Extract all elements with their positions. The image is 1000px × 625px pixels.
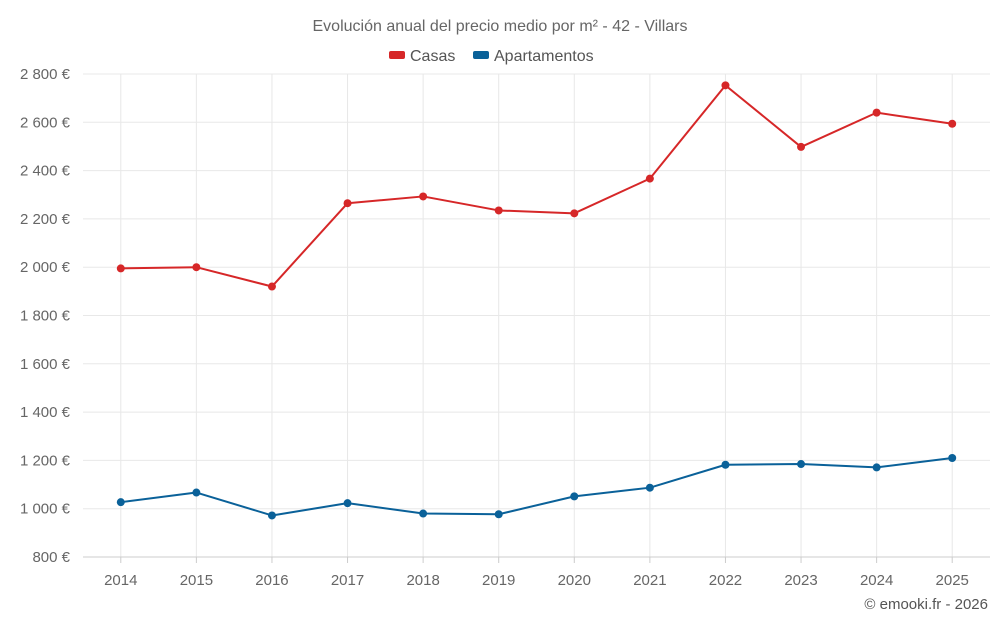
data-point-casas-2019[interactable] bbox=[494, 206, 503, 215]
data-point-casas-2018[interactable] bbox=[419, 192, 428, 201]
data-point-apartamentos-2020[interactable] bbox=[570, 492, 579, 501]
data-point-casas-2014[interactable] bbox=[116, 264, 125, 273]
data-point-casas-2024[interactable] bbox=[872, 108, 881, 117]
series-points bbox=[116, 81, 957, 520]
data-point-casas-2020[interactable] bbox=[570, 209, 579, 218]
y-axis: 800 € 1 000 € 1 200 € 1 400 € 1 600 € 1 800 €… bbox=[20, 66, 71, 566]
data-point-apartamentos-2017[interactable] bbox=[343, 499, 352, 508]
data-point-casas-2015[interactable] bbox=[192, 263, 201, 272]
x-tick-label: 2025 bbox=[936, 572, 969, 589]
legend-swatch-casas bbox=[389, 51, 405, 59]
y-gridlines bbox=[83, 73, 990, 558]
chart-title: Evolución anual del precio medio por m² … bbox=[313, 18, 688, 35]
data-point-apartamentos-2022[interactable] bbox=[721, 460, 730, 469]
x-tick-label: 2023 bbox=[784, 572, 817, 589]
x-tick-label: 2020 bbox=[558, 572, 591, 589]
data-point-apartamentos-2019[interactable] bbox=[494, 510, 503, 519]
data-point-casas-2021[interactable] bbox=[645, 174, 654, 183]
x-tick-label: 2021 bbox=[633, 572, 666, 589]
legend: Casas Apartamentos bbox=[389, 48, 594, 65]
y-tick-label: 2 200 € bbox=[20, 211, 71, 228]
x-tick-label: 2015 bbox=[180, 572, 213, 589]
series-line-apartamentos bbox=[120, 456, 953, 517]
y-tick-label: 1 000 € bbox=[20, 501, 71, 518]
y-tick-label: 1 600 € bbox=[20, 356, 71, 373]
y-tick-label: 1 200 € bbox=[20, 452, 71, 469]
series-lines bbox=[120, 84, 953, 517]
x-tick-label: 2017 bbox=[331, 572, 364, 589]
data-point-apartamentos-2018[interactable] bbox=[419, 509, 428, 518]
x-axis: 2014 2015 2016 2017 2018 2019 2020 2021 2022 2023… bbox=[83, 556, 990, 589]
y-tick-label: 800 € bbox=[32, 549, 70, 566]
x-tick-label: 2019 bbox=[482, 572, 515, 589]
y-tick-label: 2 800 € bbox=[20, 66, 71, 83]
data-point-apartamentos-2014[interactable] bbox=[116, 498, 125, 507]
data-point-apartamentos-2025[interactable] bbox=[948, 453, 957, 462]
y-tick-label: 2 400 € bbox=[20, 163, 71, 180]
data-point-casas-2023[interactable] bbox=[797, 142, 806, 151]
legend-item-casas[interactable]: Casas bbox=[389, 48, 455, 65]
x-tick-label: 2016 bbox=[255, 572, 288, 589]
y-tick-label: 2 000 € bbox=[20, 259, 71, 276]
credit-text: © emooki.fr - 2026 bbox=[864, 596, 988, 613]
data-point-apartamentos-2016[interactable] bbox=[267, 511, 276, 520]
data-point-casas-2016[interactable] bbox=[267, 282, 276, 291]
x-tick-label: 2022 bbox=[709, 572, 742, 589]
data-point-apartamentos-2023[interactable] bbox=[797, 460, 806, 469]
legend-swatch-apartamentos bbox=[473, 51, 489, 59]
y-tick-label: 2 600 € bbox=[20, 114, 71, 131]
data-point-apartamentos-2021[interactable] bbox=[645, 483, 654, 492]
data-point-apartamentos-2015[interactable] bbox=[192, 488, 201, 497]
x-gridlines bbox=[120, 74, 953, 557]
legend-item-apartamentos[interactable]: Apartamentos bbox=[473, 48, 594, 65]
x-tick-label: 2018 bbox=[406, 572, 439, 589]
legend-label-casas: Casas bbox=[410, 48, 455, 65]
y-tick-label: 1 400 € bbox=[20, 404, 71, 421]
y-tick-label: 1 800 € bbox=[20, 308, 71, 325]
data-point-apartamentos-2024[interactable] bbox=[872, 463, 881, 472]
x-tick-label: 2014 bbox=[104, 572, 137, 589]
series-line-casas bbox=[120, 84, 953, 288]
legend-label-apartamentos: Apartamentos bbox=[494, 48, 594, 65]
x-tick-label: 2024 bbox=[860, 572, 893, 589]
data-point-casas-2025[interactable] bbox=[948, 119, 957, 128]
data-point-casas-2022[interactable] bbox=[721, 81, 730, 90]
data-point-casas-2017[interactable] bbox=[343, 199, 352, 208]
